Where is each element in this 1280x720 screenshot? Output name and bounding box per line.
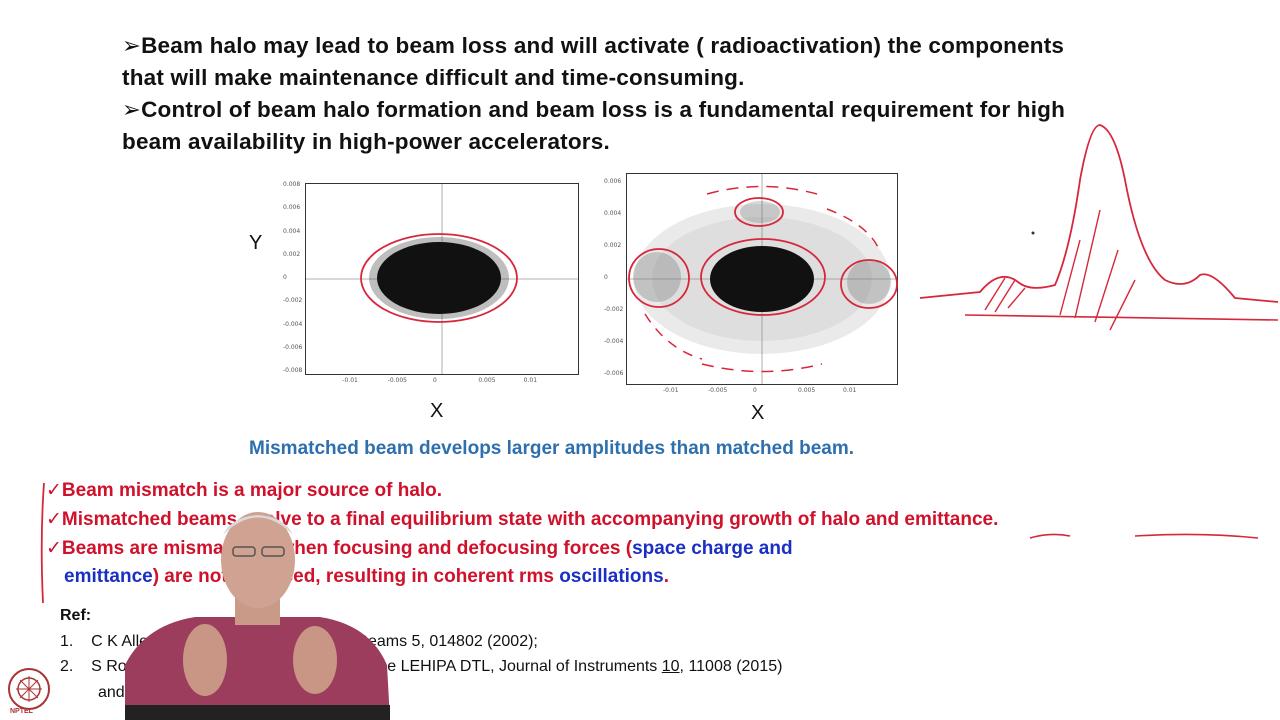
x-tick-label: -0.005	[387, 377, 407, 384]
emittance-text: emittance	[64, 566, 153, 587]
red-bullet-2-text: Mismatched beams evolve to a final equil…	[61, 509, 999, 530]
ref-2-number: 2.	[60, 658, 74, 675]
x-tick-label: -0.005	[708, 387, 728, 394]
ref-heading: Ref:	[60, 607, 92, 624]
check-icon: ✓	[46, 509, 62, 530]
y-tick-label: -0.004	[604, 338, 624, 345]
y-tick-label: 0.004	[283, 227, 301, 235]
y-tick-label: 0.002	[283, 250, 301, 258]
right-plot-x-label: X	[751, 402, 765, 424]
red-bullet-3-end: .	[663, 566, 669, 587]
video-bottom-bar	[125, 705, 390, 720]
y-tick-label: 0	[283, 274, 287, 281]
y-tick-label: 0.008	[283, 181, 301, 188]
ref-2-text-post: , 11008 (2015)	[679, 658, 783, 675]
arrow-bullet-icon: ➢	[122, 97, 142, 122]
y-tick-label: -0.002	[604, 306, 624, 313]
nptel-logo	[8, 668, 50, 710]
red-bullet-3-blue: space charge and	[632, 538, 793, 559]
top-bullet-1: ➢Beam halo may lead to beam loss and wil…	[122, 30, 1064, 94]
plot-caption: Mismatched beam develops larger amplitud…	[249, 438, 855, 459]
top-bullet-1-line2: that will make maintenance difficult and…	[122, 65, 745, 90]
red-bullet-1-text: Beam mismatch is a major source of halo.	[61, 480, 443, 501]
nptel-wheel-icon	[16, 676, 42, 702]
y-tick-label: 0.004	[604, 210, 622, 217]
top-bullet-2-line2: beam availability in high-power accelera…	[122, 129, 610, 154]
check-icon: ✓	[46, 538, 62, 559]
ref-1-number: 1.	[60, 633, 74, 650]
x-tick-label: -0.01	[342, 377, 358, 384]
left-plot-svg	[306, 184, 578, 374]
left-plot-x-label: X	[430, 400, 444, 422]
x-tick-label: 0.005	[478, 377, 496, 384]
y-tick-label: -0.006	[604, 370, 624, 377]
arrow-bullet-icon: ➢	[122, 33, 142, 58]
presenter-figure	[125, 512, 390, 720]
red-bullet-2: ✓Mismatched beams evolve to a final equi…	[46, 508, 998, 531]
red-bullet-3: ✓Beams are mismatched when focusing and …	[46, 537, 793, 560]
red-bullet-3-text: Beams are mismatched when focusing and d…	[61, 538, 633, 559]
y-tick-label: 0.006	[283, 204, 301, 212]
top-bullet-2-line1: Control of beam halo formation and beam …	[141, 97, 1066, 122]
y-tick-label: -0.006	[283, 343, 303, 351]
y-tick-label: 0	[604, 274, 608, 281]
y-tick-label: 0.002	[604, 242, 622, 249]
y-tick-label: 0.006	[604, 178, 622, 185]
top-bullet-1-line1: Beam halo may lead to beam loss and will…	[141, 33, 1065, 58]
left-plot-y-label: Y	[249, 232, 263, 254]
red-bracket	[40, 482, 45, 604]
x-tick-label: 0	[753, 387, 757, 394]
x-tick-label: -0.01	[663, 387, 679, 394]
x-tick-label: 0.01	[843, 387, 857, 394]
ref-2-volume: 10	[661, 658, 680, 675]
x-tick-label: 0.005	[798, 387, 816, 394]
right-plot-svg	[627, 174, 898, 384]
nptel-logo-text: NPTEL	[10, 708, 33, 715]
y-tick-label: -0.004	[283, 320, 303, 328]
x-tick-label: 0	[433, 377, 437, 384]
right-phase-space-plot	[626, 173, 898, 385]
left-phase-space-plot	[305, 183, 579, 375]
y-tick-label: -0.008	[283, 367, 303, 374]
red-bullet-1: ✓Beam mismatch is a major source of halo…	[46, 479, 442, 502]
top-bullet-2: ➢Control of beam halo formation and beam…	[122, 94, 1065, 158]
check-icon: ✓	[46, 480, 62, 501]
x-tick-label: 0.01	[523, 377, 538, 384]
y-tick-label: -0.002	[283, 297, 303, 305]
presenter-video-overlay	[125, 495, 390, 720]
oscillations-text: oscillations	[559, 566, 664, 587]
